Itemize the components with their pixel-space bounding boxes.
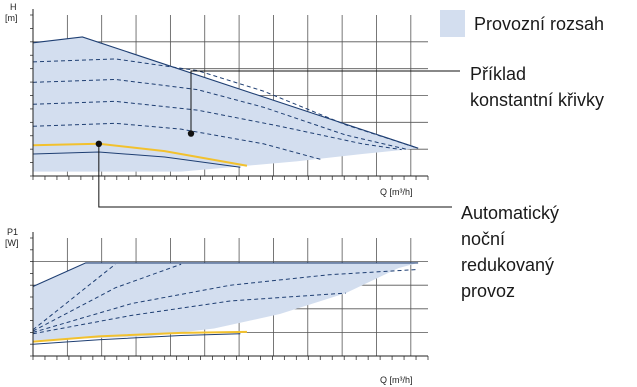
legend-night-mode-line3: redukovaný bbox=[461, 255, 554, 275]
example-curve-leader bbox=[190, 70, 460, 134]
night-reduced-line bbox=[32, 142, 248, 167]
operating-range-area bbox=[33, 36, 419, 172]
operating-range-swatch bbox=[440, 10, 465, 37]
night-lower-line bbox=[32, 151, 241, 168]
night-reduced-line bbox=[32, 330, 247, 343]
constant-curve-line bbox=[32, 263, 116, 331]
constant-curve-line bbox=[32, 268, 419, 333]
power-chart bbox=[30, 232, 429, 360]
bottom-ylabel-line2: [W] bbox=[5, 238, 19, 248]
range-upper-line bbox=[32, 262, 419, 288]
legend-example-curve-line1: Příklad bbox=[470, 64, 526, 84]
constant-curve-line bbox=[32, 122, 323, 161]
top-ylabel-line2: [m] bbox=[5, 13, 18, 23]
legend-night-mode-line4: provoz bbox=[461, 281, 515, 301]
bottom-ylabel-line1: P1 bbox=[7, 227, 18, 237]
legend-example-curve-line2: konstantní křivky bbox=[470, 90, 604, 110]
head-chart bbox=[30, 9, 429, 180]
constant-curve-line bbox=[32, 292, 346, 335]
callout-lines bbox=[98, 70, 460, 208]
operating-range-area bbox=[33, 262, 419, 341]
night-mode-leader bbox=[98, 143, 452, 208]
bottom-xlabel: Q [m³/h] bbox=[380, 375, 413, 385]
range-upper-line bbox=[32, 36, 419, 149]
top-ylabel-line1: H bbox=[10, 2, 17, 12]
constant-curve-line bbox=[32, 263, 182, 332]
constant-curve-line bbox=[32, 100, 402, 151]
legend-night-mode-line2: noční bbox=[461, 229, 505, 249]
night-lower-line bbox=[32, 333, 241, 345]
constant-curve-line bbox=[32, 58, 419, 149]
legend-operating-range: Provozní rozsah bbox=[474, 14, 604, 34]
legend-night-mode-line1: Automatický bbox=[461, 203, 559, 223]
top-xlabel: Q [m³/h] bbox=[380, 187, 413, 197]
constant-curve-line bbox=[32, 78, 409, 151]
